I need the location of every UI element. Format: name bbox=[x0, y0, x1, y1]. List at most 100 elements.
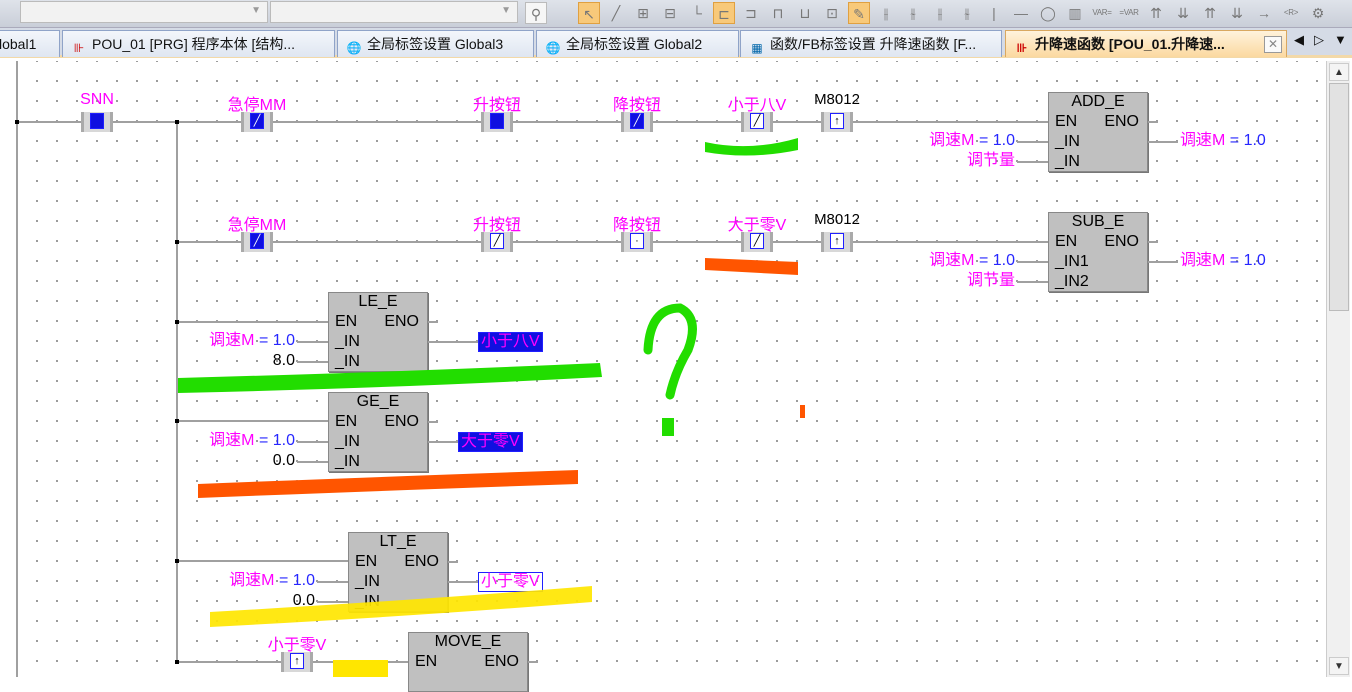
close-icon[interactable]: ✕ bbox=[1264, 36, 1282, 53]
toolbar-vline-icon[interactable]: ⊞ bbox=[637, 5, 649, 21]
tab-4[interactable]: ▦ 函数/FB标签设置 升降速函数 [F... bbox=[740, 30, 1002, 57]
toolbar-f8-icon[interactable]: ⫳ bbox=[964, 5, 970, 21]
toolbar-f--icon[interactable]: ⇊ bbox=[1231, 5, 1243, 21]
wire bbox=[428, 441, 458, 443]
toolbar---icon[interactable]: — bbox=[1014, 5, 1028, 21]
contact-nc[interactable]: ╱ bbox=[481, 232, 513, 252]
toolbar--r--icon[interactable]: <R> bbox=[1283, 8, 1299, 17]
output-coil-variable[interactable]: 大于零V bbox=[458, 432, 523, 452]
output-coil-variable[interactable]: 小于零V bbox=[478, 572, 543, 592]
function-block-move_e[interactable]: MOVE_E EN ENO bbox=[408, 632, 528, 692]
search-icon[interactable]: ⚲ bbox=[525, 2, 547, 24]
wire bbox=[177, 420, 328, 422]
contact-nc[interactable]: ╱ bbox=[741, 232, 773, 252]
wire bbox=[428, 421, 438, 423]
dropdown-2[interactable]: ▼ bbox=[270, 1, 518, 23]
fb-name: MOVE_E bbox=[434, 633, 502, 650]
wire bbox=[1148, 121, 1158, 123]
toolbar-f7-icon[interactable]: ⫲ bbox=[937, 5, 943, 21]
toolbar-select-icon[interactable]: ↖ bbox=[578, 2, 600, 24]
value: = 1.0 bbox=[258, 332, 295, 349]
fb-eno: ENO bbox=[404, 553, 439, 570]
contact-no[interactable] bbox=[81, 112, 113, 132]
chevron-down-icon: ▼ bbox=[501, 5, 511, 16]
ladder-editor[interactable]: SNN 急停MM ╱ 升按钮 降按钮 ╱ 小于八V ╱ M8012 ↑ ADD_E EN ENO _IN _… bbox=[0, 61, 1326, 692]
wire bbox=[177, 321, 328, 323]
toolbar---icon[interactable]: → bbox=[1257, 5, 1271, 21]
output-coil-variable[interactable]: 小于八V bbox=[478, 332, 543, 352]
function-block-lt_e[interactable]: LT_E EN ENO _IN _IN bbox=[348, 532, 448, 612]
wire bbox=[528, 661, 538, 663]
contact-rising[interactable]: ↑ bbox=[821, 232, 853, 252]
tab-label: 升降速函数 [POU_01.升降速... bbox=[1035, 36, 1225, 52]
function-block-ge_e[interactable]: GE_E EN ENO _IN _IN bbox=[328, 392, 428, 472]
contact-no[interactable] bbox=[481, 112, 513, 132]
contact-nc[interactable]: ╱ bbox=[621, 112, 653, 132]
value: = 1.0 bbox=[978, 132, 1015, 149]
toolbar-function-icon[interactable]: ⊔ bbox=[799, 5, 811, 21]
variable-name: 调节量 bbox=[966, 272, 1015, 289]
value: = 1.0 bbox=[1229, 252, 1266, 269]
function-block-sub_e[interactable]: SUB_E EN ENO _IN1 _IN2 bbox=[1048, 212, 1148, 292]
toolbar-f9-icon[interactable]: | bbox=[992, 5, 996, 21]
contact-nc[interactable]: ╱ bbox=[241, 232, 273, 252]
contact-nc[interactable]: ╱ bbox=[741, 112, 773, 132]
variable-name: 调速M bbox=[209, 432, 255, 449]
toolbar-delete-line-icon[interactable]: ⊟ bbox=[664, 5, 676, 21]
toolbar-line-icon[interactable]: ╱ bbox=[611, 5, 621, 21]
rising-edge-icon: ↑ bbox=[290, 653, 304, 669]
toolbar-coil-icon[interactable]: ⊓ bbox=[772, 5, 784, 21]
toolbar-o-icon[interactable]: ◯ bbox=[1040, 5, 1056, 21]
junction bbox=[175, 559, 179, 563]
toolbar-f-icon[interactable]: ⇊ bbox=[1177, 5, 1189, 21]
tab-next-icon[interactable]: ▷ bbox=[1314, 32, 1324, 47]
fb-input-label: 调速M = 1.0 bbox=[929, 251, 1015, 271]
value: 0.0 bbox=[272, 452, 295, 469]
tab-label: lobal1 bbox=[0, 36, 37, 52]
dropdown-1[interactable]: ▼ bbox=[20, 1, 268, 23]
toolbar-tag-icon[interactable]: ⚙ bbox=[1311, 5, 1325, 21]
toolbar-f6-icon[interactable]: ⫳ bbox=[910, 5, 916, 21]
toolbar-contact-a-icon[interactable]: ⊏ bbox=[713, 2, 735, 24]
scroll-thumb[interactable] bbox=[1329, 83, 1349, 311]
no-contact-icon: · bbox=[630, 233, 644, 249]
tab-prev-icon[interactable]: ◀ bbox=[1294, 32, 1304, 47]
scroll-down-icon[interactable]: ▼ bbox=[1329, 657, 1349, 675]
junction bbox=[175, 120, 179, 124]
tab-2[interactable]: 🌐 全局标签设置 Global3 bbox=[337, 30, 534, 57]
value: 0.0 bbox=[292, 592, 315, 609]
wire bbox=[428, 341, 478, 343]
tab-menu-icon[interactable]: ▼ bbox=[1334, 32, 1347, 47]
tab-3[interactable]: 🌐 全局标签设置 Global2 bbox=[536, 30, 739, 57]
toolbar-write-mode-icon[interactable]: ✎ bbox=[848, 2, 870, 24]
contact-label: 急停MM bbox=[227, 97, 287, 114]
toolbar-arrow-line-icon[interactable]: └ bbox=[692, 5, 702, 21]
toolbar-fb-icon[interactable]: ▥ bbox=[1068, 5, 1082, 21]
fb-en: EN bbox=[335, 413, 358, 430]
nc-contact-icon: ╱ bbox=[490, 233, 504, 249]
contact-rising[interactable]: ↑ bbox=[281, 652, 313, 672]
function-block-le_e[interactable]: LE_E EN ENO _IN _IN bbox=[328, 292, 428, 372]
contact-rising[interactable]: ↑ bbox=[821, 112, 853, 132]
fb-pin: _IN bbox=[335, 433, 360, 450]
contact-nc[interactable]: ╱ bbox=[241, 112, 273, 132]
junction bbox=[175, 240, 179, 244]
toolbar-contact-b-icon[interactable]: ⊐ bbox=[745, 5, 757, 21]
tab-0[interactable]: lobal1 bbox=[0, 30, 60, 57]
scroll-up-icon[interactable]: ▲ bbox=[1329, 63, 1349, 81]
vertical-scrollbar[interactable]: ▲ ▼ bbox=[1326, 61, 1350, 677]
function-block-add_e[interactable]: ADD_E EN ENO _IN _IN bbox=[1048, 92, 1148, 172]
toolbar--var-icon[interactable]: =VAR bbox=[1119, 8, 1139, 17]
tab-5[interactable]: ⊪ 升降速函数 [POU_01.升降速... ✕ bbox=[1005, 30, 1287, 57]
toolbar-f5-icon[interactable]: ⫲ bbox=[883, 5, 889, 21]
fb-pin: _IN bbox=[355, 593, 380, 610]
wire bbox=[448, 561, 458, 563]
toolbar-p-icon[interactable]: ⇈ bbox=[1150, 5, 1162, 21]
toolbar-var--icon[interactable]: VAR= bbox=[1092, 8, 1112, 17]
tab-1[interactable]: ⊪ POU_01 [PRG] 程序本体 [结构... bbox=[62, 30, 335, 57]
toolbar-func-edit-icon[interactable]: ⊡ bbox=[826, 5, 838, 21]
toolbar-p--icon[interactable]: ⇈ bbox=[1204, 5, 1216, 21]
value: = 1.0 bbox=[1229, 132, 1266, 149]
ladder-program-icon: ⊪ bbox=[1016, 41, 1028, 55]
contact-no[interactable]: · bbox=[621, 232, 653, 252]
